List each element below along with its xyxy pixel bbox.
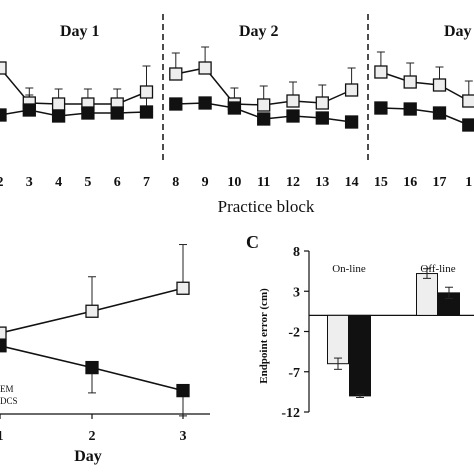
series-1-point-11 (315, 111, 329, 125)
x-axis-label-b: Day (74, 448, 102, 465)
series-0-point-10 (286, 94, 300, 108)
series-1-point-5 (139, 105, 154, 119)
y-axis-label-c: Endpoint error (cm) (258, 288, 270, 384)
panel-label-c: C (246, 232, 259, 252)
series-b-0-point-1 (0, 326, 7, 340)
day-label-3: Day (444, 23, 472, 40)
series-1-point-2 (51, 109, 66, 123)
series-0-point-9 (257, 98, 271, 112)
tick-label-block-13: 13 (315, 175, 329, 190)
tick-label-block-6: 6 (114, 175, 121, 190)
series-0-point-5 (139, 85, 154, 99)
series-1-point-3 (81, 106, 95, 120)
series-0-point-7 (198, 61, 212, 75)
bar-on-line-series-1 (349, 314, 371, 397)
series-1-point-15 (432, 106, 447, 120)
legend-fragment-2: DCS (0, 396, 18, 406)
tick-label-block-1: 1 (465, 175, 472, 190)
series-0-point-15 (432, 78, 447, 92)
y-tick-label-c-4: -12 (281, 406, 300, 421)
series-0-point-6 (169, 67, 183, 81)
y-tick-label-c-2: -2 (288, 326, 300, 341)
series-0-point-16 (462, 94, 474, 108)
y-tick-label-c-3: -7 (288, 366, 300, 381)
series-0-point-2 (51, 97, 66, 111)
x-axis-label: Practice block (218, 197, 315, 216)
tick-label-block-10: 10 (227, 175, 241, 190)
tick-label-block-15: 15 (374, 175, 388, 190)
tick-label-block-8: 8 (172, 175, 179, 190)
series-1-point-12 (344, 115, 359, 129)
series-1-point-10 (286, 109, 300, 123)
tick-label-block-11: 11 (257, 175, 270, 190)
tick-label-day-3: 3 (180, 429, 187, 444)
tick-label-block-17: 17 (433, 175, 447, 190)
tick-label-block-12: 12 (286, 175, 300, 190)
series-1-point-13 (374, 101, 388, 115)
series-1-line-day-3 (380, 107, 470, 126)
series-1-point-0 (0, 108, 7, 122)
series-b-1-point-2 (85, 360, 99, 375)
tick-label-block-9: 9 (202, 175, 209, 190)
series-1-line-day-1 (0, 109, 147, 117)
series-b-0-point-2 (85, 304, 99, 318)
series-0-line-day-1 (0, 67, 147, 105)
series-1-point-1 (22, 103, 36, 117)
series-0-line-day-3 (380, 71, 470, 102)
tick-label-day-1: 1 (0, 429, 4, 444)
series-0-point-0 (0, 61, 7, 75)
series-1-point-7 (198, 96, 212, 110)
legend-fragment-1: EM (0, 384, 14, 394)
tick-label-block-16: 16 (403, 175, 417, 190)
series-1-point-9 (257, 112, 271, 126)
tick-label-block-2: 2 (0, 175, 4, 190)
series-0-point-13 (374, 65, 388, 79)
series-1-point-16 (462, 118, 474, 132)
series-1-point-14 (403, 102, 417, 116)
series-b-1-point-3 (176, 383, 190, 398)
category-label-online: On-line (332, 263, 366, 275)
series-1-point-6 (169, 97, 183, 111)
series-b-1-point-1 (0, 339, 7, 353)
tick-label-block-14: 14 (345, 175, 359, 190)
tick-label-day-2: 2 (89, 429, 96, 444)
series-0-point-11 (315, 96, 329, 110)
series-0-point-14 (403, 75, 417, 89)
tick-label-block-4: 4 (55, 175, 62, 190)
day-label-2: Day 2 (239, 23, 279, 40)
series-0-point-12 (344, 83, 359, 97)
tick-label-block-7: 7 (143, 175, 150, 190)
y-tick-label-c-0: 8 (293, 245, 300, 260)
bar-on-line-series-0 (327, 314, 349, 365)
bar-off-line-series-0 (416, 273, 438, 316)
day-label-1: Day 1 (60, 23, 100, 40)
series-1-point-4 (110, 106, 124, 120)
series-b-0-point-3 (176, 281, 190, 295)
category-label-offline: Off-line (420, 263, 455, 275)
series-1-point-8 (227, 101, 242, 115)
tick-label-block-3: 3 (26, 175, 33, 190)
y-tick-label-c-1: 3 (293, 285, 300, 300)
tick-label-block-5: 5 (84, 175, 91, 190)
